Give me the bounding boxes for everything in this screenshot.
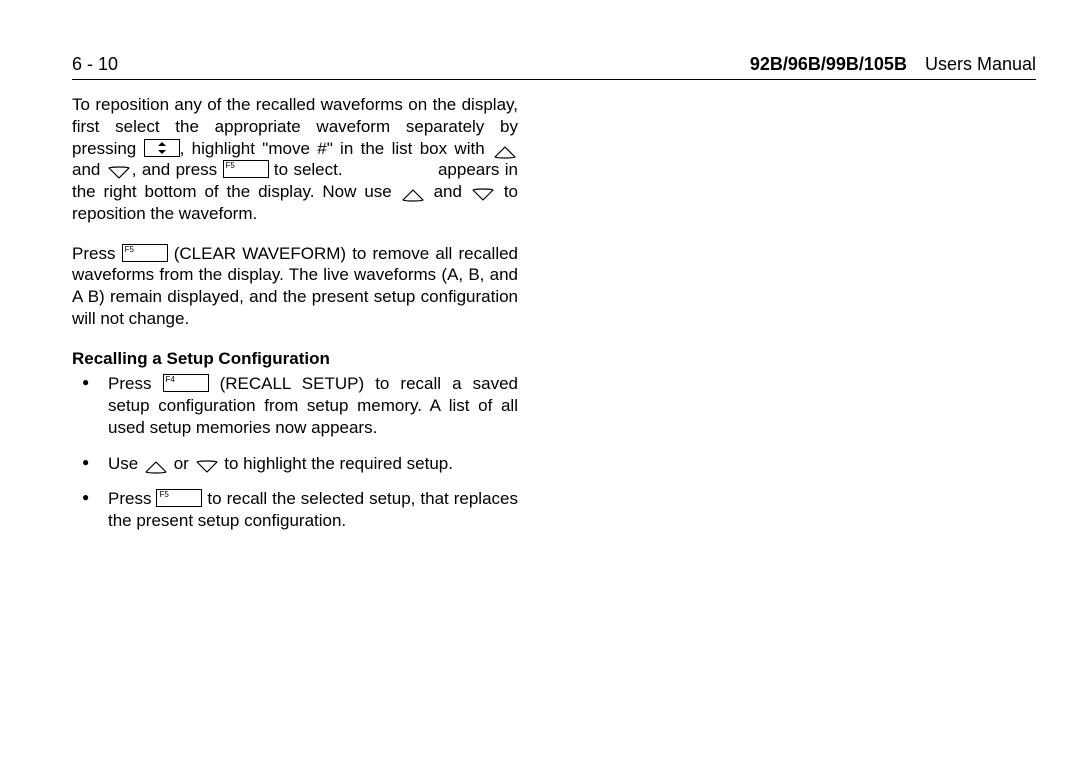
text: and — [72, 160, 106, 179]
bullet-list: Press F4 (RECALL SETUP) to recall a save… — [72, 373, 518, 532]
header-right: 92B/96B/99B/105B Users Manual — [750, 54, 1036, 75]
up-arrow-icon — [400, 188, 426, 202]
f5-key-icon: F5 — [156, 489, 202, 507]
f5-key-icon: F5 — [223, 160, 269, 178]
paragraph-reposition: To reposition any of the recalled wavefo… — [72, 94, 518, 225]
fkey-label: F5 — [159, 491, 168, 499]
text: Press — [72, 244, 122, 263]
text: or — [169, 454, 194, 473]
text: and — [426, 182, 470, 201]
text: , highlight "move #" in the list box wit… — [180, 139, 492, 158]
doc-title: Users Manual — [925, 54, 1036, 74]
down-arrow-icon — [194, 460, 220, 474]
list-item: Press F5 to recall the selected setup, t… — [72, 488, 518, 532]
body-column: To reposition any of the recalled wavefo… — [72, 94, 518, 532]
f4-key-icon: F4 — [163, 374, 209, 392]
text: Press — [108, 489, 156, 508]
up-arrow-icon — [143, 460, 169, 474]
page-header: 6 - 10 92B/96B/99B/105B Users Manual — [72, 54, 1036, 80]
fkey-label: F5 — [125, 246, 134, 254]
down-arrow-icon — [470, 188, 496, 202]
f5-key-icon: F5 — [122, 244, 168, 262]
text: to highlight the required setup. — [220, 454, 453, 473]
page-number: 6 - 10 — [72, 54, 118, 75]
fkey-label: F4 — [166, 376, 175, 384]
list-item: Press F4 (RECALL SETUP) to recall a save… — [72, 373, 518, 438]
text: to select. — [269, 160, 343, 179]
list-item: Use or to highlight the required setup. — [72, 453, 518, 475]
up-arrow-icon — [492, 145, 518, 159]
model-numbers: 92B/96B/99B/105B — [750, 54, 907, 74]
fkey-label: F5 — [226, 162, 235, 170]
down-arrow-icon — [106, 166, 132, 180]
subheading-recalling: Recalling a Setup Configuration — [72, 348, 518, 370]
text: Use — [108, 454, 143, 473]
updown-key-icon — [144, 139, 180, 157]
paragraph-clear: Press F5 (CLEAR WAVEFORM) to remove all … — [72, 243, 518, 330]
text: Press — [108, 374, 163, 393]
text: , and press — [132, 160, 223, 179]
